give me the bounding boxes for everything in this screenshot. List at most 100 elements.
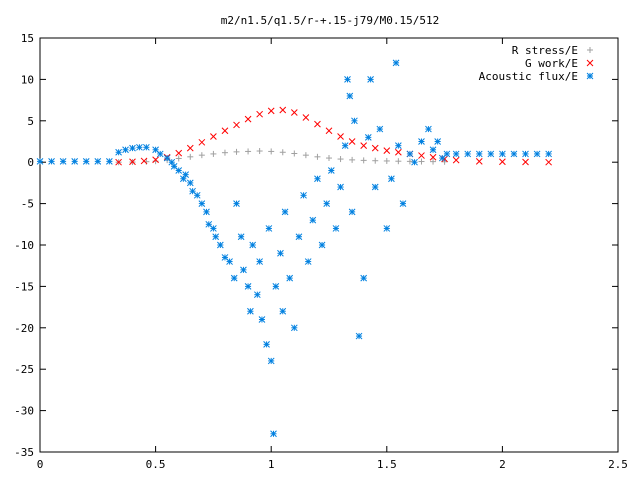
y-tick-label: 0 — [27, 156, 34, 169]
data-point — [533, 150, 541, 158]
data-point — [522, 158, 529, 166]
data-point — [349, 156, 356, 163]
data-point — [279, 149, 286, 156]
data-point — [434, 138, 442, 145]
data-point — [186, 179, 194, 187]
data-point — [48, 158, 55, 165]
data-point — [371, 144, 379, 152]
data-point — [203, 208, 210, 216]
legend-label: Acoustic flux/E — [479, 70, 578, 83]
data-point — [256, 148, 263, 155]
data-point — [522, 150, 529, 158]
axes: 0 0.5 1 1.5 2 2.5 15 10 5 0 -5 -10 -15 -20 -25 -30 -35 — [14, 32, 628, 471]
data-point — [304, 258, 312, 265]
data-point — [216, 241, 224, 249]
data-point — [383, 157, 390, 164]
data-point — [392, 59, 400, 67]
x-tick-label: 2.5 — [608, 458, 628, 471]
data-point — [175, 149, 183, 157]
data-point — [314, 120, 321, 128]
data-point — [106, 158, 113, 165]
data-point — [230, 274, 238, 282]
data-point — [122, 146, 129, 154]
x-tick-label: 0 — [37, 458, 44, 471]
y-tick-label: 5 — [27, 115, 34, 128]
data-point — [193, 191, 201, 199]
data-point — [337, 156, 344, 163]
data-point — [475, 150, 483, 158]
legend-label: G work/E — [525, 57, 578, 70]
data-point — [258, 316, 266, 323]
y-tick-label: -35 — [14, 446, 34, 459]
data-point — [210, 225, 217, 232]
data-point — [279, 106, 287, 114]
data-point — [82, 158, 90, 165]
data-point — [344, 76, 351, 83]
data-point — [265, 225, 273, 232]
data-point — [244, 115, 252, 123]
data-point — [175, 155, 182, 162]
y-tick-label: -30 — [14, 405, 34, 418]
data-point — [406, 158, 413, 165]
data-point — [286, 274, 294, 282]
x-tick-label: 0.5 — [146, 458, 166, 471]
data-point — [267, 357, 275, 365]
data-point — [302, 114, 310, 121]
data-point — [71, 158, 79, 165]
data-point — [332, 225, 340, 232]
x-tick-label: 1 — [268, 458, 275, 471]
data-point — [418, 138, 425, 145]
data-point — [115, 158, 122, 166]
data-point — [152, 156, 159, 164]
data-point — [371, 183, 379, 191]
data-point — [279, 307, 287, 315]
data-point — [175, 167, 183, 174]
data-point — [129, 158, 136, 166]
data-point — [399, 200, 407, 207]
data-point — [240, 266, 247, 274]
data-point — [443, 150, 451, 158]
data-point — [267, 107, 275, 115]
data-point — [186, 144, 194, 152]
data-point — [281, 208, 289, 216]
data-point — [136, 143, 143, 151]
data-point — [268, 148, 275, 155]
data-point — [367, 76, 374, 83]
data-point — [326, 155, 332, 162]
y-tick-label: -25 — [14, 363, 34, 376]
data-point — [309, 216, 317, 224]
legend-marker — [586, 72, 594, 80]
data-point — [198, 138, 206, 146]
x-tick-label: 1.5 — [377, 458, 397, 471]
data-point — [290, 109, 298, 116]
data-point — [346, 92, 354, 100]
data-point — [187, 153, 194, 160]
data-point — [360, 157, 367, 164]
data-point — [418, 158, 425, 165]
data-point — [36, 158, 44, 165]
data-point — [300, 191, 307, 199]
data-point — [249, 241, 257, 249]
y-tick-label: 15 — [21, 32, 34, 45]
data-point — [487, 150, 495, 158]
plot-frame — [39, 37, 619, 453]
data-point — [256, 110, 263, 118]
data-point — [256, 258, 263, 265]
data-point — [247, 307, 254, 315]
data-point — [406, 150, 414, 158]
data-point — [245, 148, 252, 155]
data-point — [475, 158, 483, 165]
data-point — [383, 225, 391, 232]
data-point — [395, 158, 402, 165]
data-point — [314, 175, 321, 183]
data-point — [351, 117, 358, 125]
data-point — [376, 125, 384, 133]
data-point — [360, 274, 368, 282]
series-2 — [36, 59, 552, 438]
data-point — [360, 142, 368, 149]
data-point — [364, 134, 372, 141]
data-point — [348, 208, 356, 216]
data-point — [142, 143, 150, 151]
